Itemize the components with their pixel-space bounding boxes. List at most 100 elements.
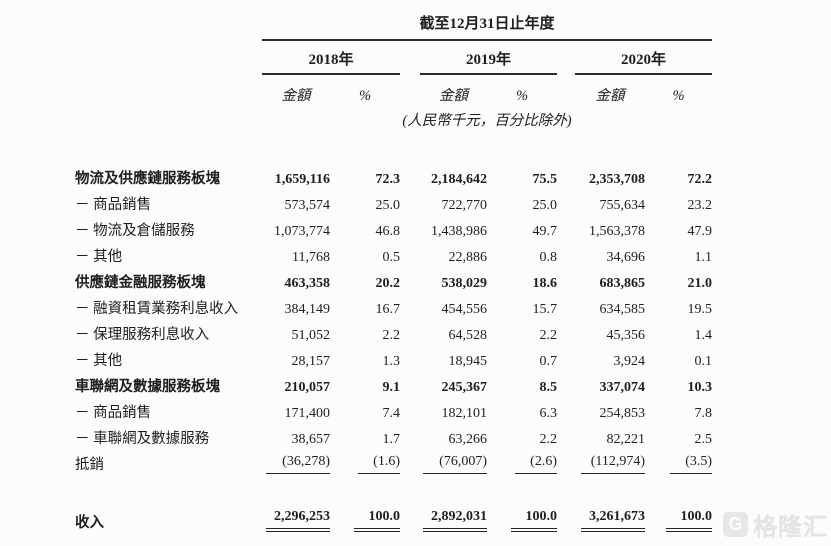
amount-cell: 384,149 — [284, 302, 331, 317]
column-gap — [557, 266, 575, 292]
amount-cell: 182,101 — [441, 406, 488, 421]
column-gap — [557, 344, 575, 370]
amount-cell: 34,696 — [606, 250, 646, 265]
column-gap — [557, 74, 575, 105]
column-gap — [400, 162, 420, 188]
percent-cell: 10.3 — [687, 380, 713, 395]
column-gap — [400, 214, 420, 240]
amount-cell: 2,184,642 — [431, 172, 487, 187]
amount-cell: 2,296,253 — [262, 502, 330, 532]
percent-cell: 21.0 — [687, 276, 713, 291]
spacer-cell — [75, 12, 262, 40]
double-underlined-value: 100.0 — [511, 509, 557, 532]
double-underlined-value: 3,261,673 — [581, 509, 645, 532]
amount-cell: 722,770 — [441, 198, 488, 213]
percent-cell: 2.2 — [539, 432, 558, 447]
column-gap — [557, 448, 575, 474]
subheader-row: 金額 % 金額 % 金額 % — [75, 74, 712, 105]
column-gap — [400, 448, 420, 474]
column-gap — [557, 422, 575, 448]
column-gap — [400, 318, 420, 344]
spacer-cell — [75, 74, 262, 105]
table-row: － 其他 28,157 1.3 18,945 0.7 3,924 0.1 — [75, 344, 712, 370]
percent-cell: 0.5 — [382, 250, 401, 265]
unit-note-row: (人民幣千元，百分比除外) — [75, 105, 712, 130]
amount-cell: 454,556 — [441, 302, 488, 317]
table-row: － 其他 11,768 0.5 22,886 0.8 34,696 1.1 — [75, 240, 712, 266]
underlined-value: (76,007) — [423, 454, 487, 474]
row-label: 收入 — [75, 515, 104, 531]
spacer-cell — [75, 40, 262, 74]
underlined-value: (1.6) — [358, 454, 400, 474]
percent-cell: 2.2 — [382, 328, 401, 343]
amount-cell: 63,266 — [448, 432, 488, 447]
table-row: － 商品銷售 171,400 7.4 182,101 6.3 254,853 7… — [75, 396, 712, 422]
elimination-row: 抵銷 (36,278) (1.6) (76,007) (2.6) (112,97… — [75, 448, 713, 474]
percent-cell: 20.2 — [375, 276, 401, 291]
amount-cell: 2,353,708 — [589, 172, 645, 187]
amount-cell: 254,853 — [599, 406, 646, 421]
amount-cell: 64,528 — [448, 328, 488, 343]
amount-cell: 245,367 — [441, 380, 488, 395]
column-gap — [557, 214, 575, 240]
percent-cell: (3.5) — [645, 448, 713, 474]
amount-cell: 538,029 — [441, 276, 488, 291]
percent-cell: 72.3 — [375, 172, 401, 187]
percent-header: % — [515, 88, 529, 104]
amount-header: 金額 — [439, 88, 468, 104]
percent-cell: 0.7 — [539, 354, 558, 369]
total-row: 收入 2,296,253 100.0 2,892,031 100.0 3,261… — [75, 502, 713, 532]
percent-cell: 9.1 — [382, 380, 401, 395]
amount-cell: 22,886 — [448, 250, 488, 265]
column-gap — [400, 188, 420, 214]
spacer-cell — [75, 474, 712, 502]
percent-header: % — [358, 88, 372, 104]
row-label: － 保理服務利息收入 — [75, 327, 210, 343]
percent-cell: (2.6) — [487, 448, 557, 474]
table-row: － 保理服務利息收入 51,052 2.2 64,528 2.2 45,356 … — [75, 318, 712, 344]
underlined-value: (112,974) — [581, 454, 645, 474]
amount-cell: 755,634 — [599, 198, 646, 213]
column-gap — [400, 266, 420, 292]
row-label: 抵銷 — [75, 457, 104, 473]
row-label: 供應鏈金融服務板塊 — [75, 275, 206, 291]
amount-cell: 171,400 — [284, 406, 331, 421]
row-label: 車聯網及數據服務板塊 — [75, 379, 220, 395]
percent-cell: 25.0 — [532, 198, 558, 213]
percent-cell: 7.8 — [694, 406, 713, 421]
amount-cell: 634,585 — [599, 302, 646, 317]
percent-cell: 47.9 — [687, 224, 713, 239]
table-row: 車聯網及數據服務板塊 210,057 9.1 245,367 8.5 337,0… — [75, 370, 712, 396]
amount-cell: 28,157 — [291, 354, 331, 369]
percent-cell: 16.7 — [375, 302, 401, 317]
percent-cell: 1.7 — [382, 432, 401, 447]
amount-cell: 3,924 — [613, 354, 646, 369]
year-header-2020: 2020年 — [575, 40, 713, 75]
percent-cell: 6.3 — [539, 406, 558, 421]
column-gap — [557, 40, 575, 74]
amount-cell: 337,074 — [599, 380, 646, 395]
double-underlined-value: 100.0 — [666, 509, 713, 532]
table-row: 供應鏈金融服務板塊 463,358 20.2 538,029 18.6 683,… — [75, 266, 712, 292]
row-label: － 商品銷售 — [75, 197, 152, 213]
percent-cell: 2.5 — [694, 432, 713, 447]
table-row: － 商品銷售 573,574 25.0 722,770 25.0 755,634… — [75, 188, 712, 214]
spacer-row — [75, 474, 712, 502]
column-gap — [557, 318, 575, 344]
column-gap — [557, 240, 575, 266]
amount-cell: 82,221 — [606, 432, 646, 447]
percent-cell: 0.8 — [539, 250, 558, 265]
percent-cell: 100.0 — [645, 502, 713, 532]
percent-cell: 72.2 — [687, 172, 713, 187]
year-header-row: 2018年 2019年 2020年 — [75, 40, 713, 75]
amount-cell: 1,659,116 — [274, 172, 330, 187]
amount-cell: (36,278) — [262, 448, 330, 474]
amount-header: 金額 — [595, 88, 625, 104]
amount-cell: 45,356 — [606, 328, 646, 343]
amount-cell: 1,438,986 — [431, 224, 487, 239]
column-gap — [557, 396, 575, 422]
column-gap — [400, 240, 420, 266]
column-gap — [400, 292, 420, 318]
row-label: － 物流及倉儲服務 — [75, 223, 195, 239]
